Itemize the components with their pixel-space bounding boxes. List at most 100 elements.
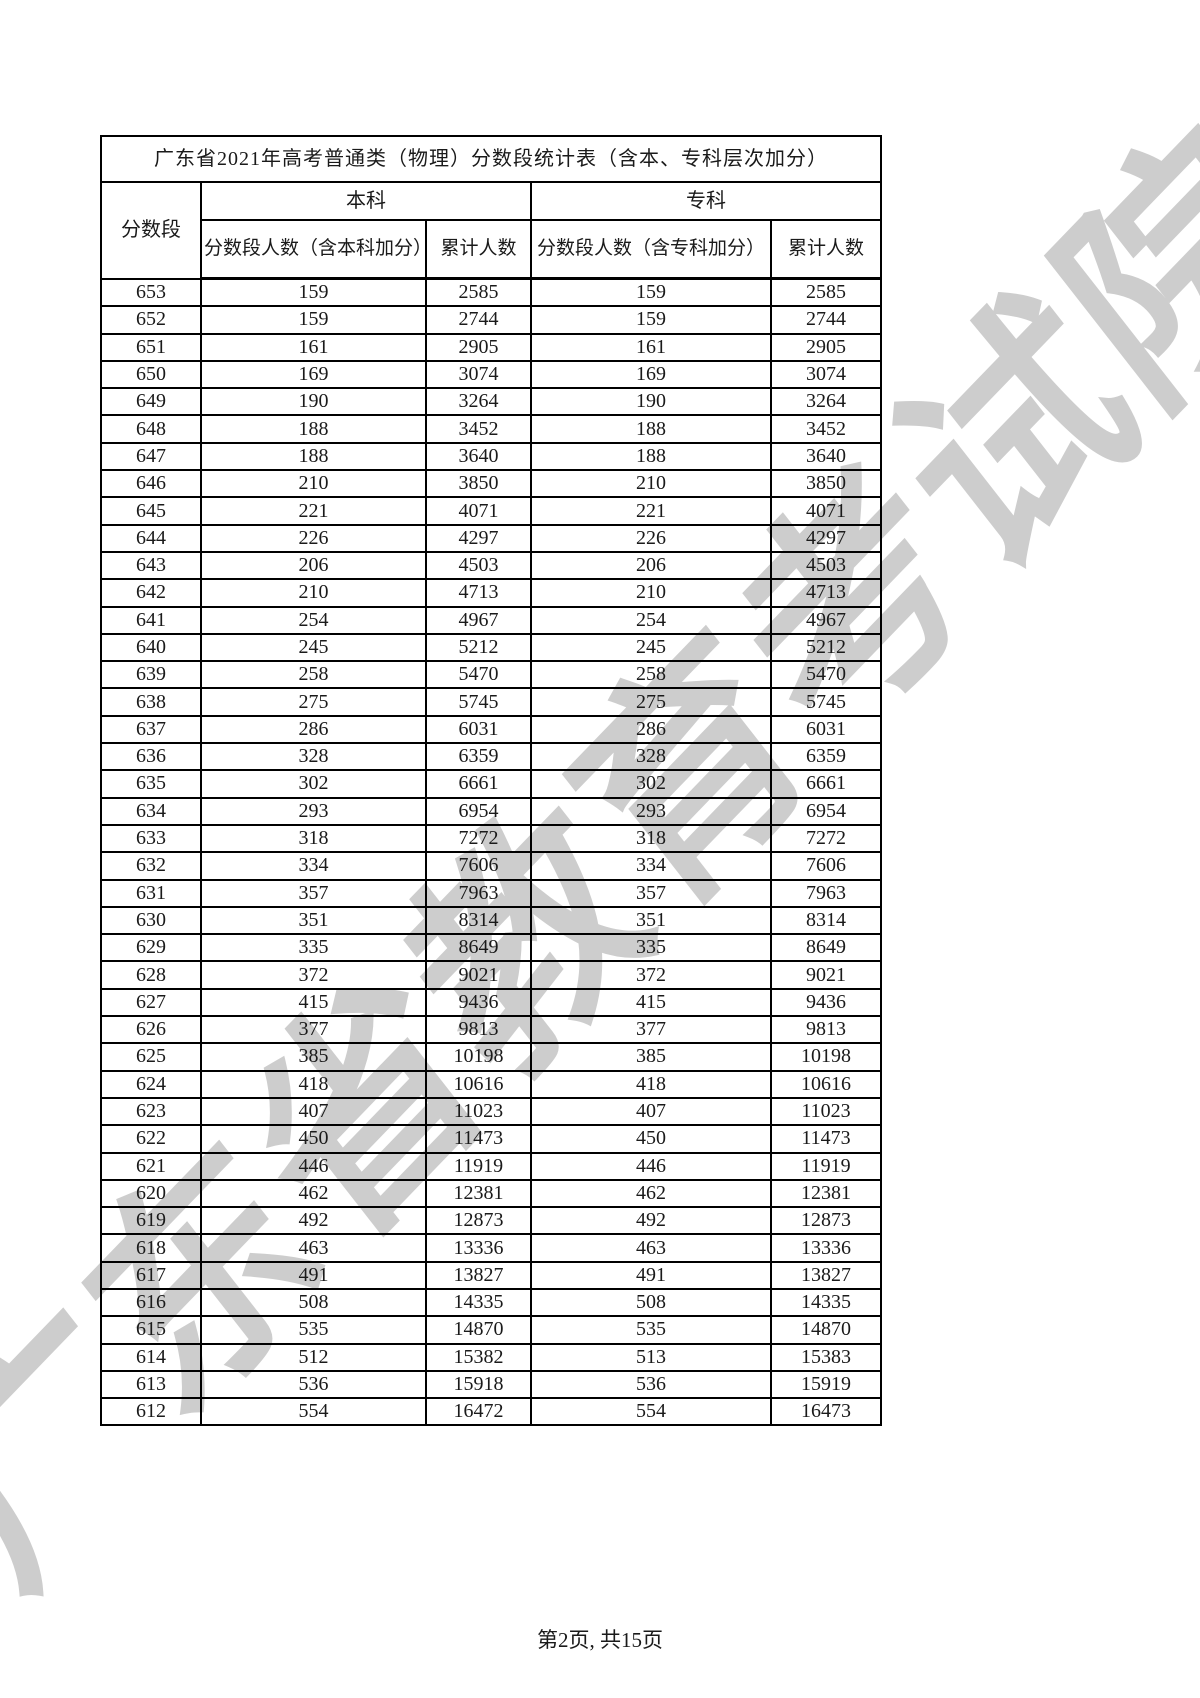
cell-benke-cumulative: 4967: [425, 605, 532, 635]
cell-benke-count: 161: [200, 332, 427, 362]
cell-zhuanke-cumulative: 12873: [770, 1206, 882, 1236]
cell-zhuanke-cumulative: 3850: [770, 469, 882, 499]
column-header-row: 分数段人数（含本科加分） 累计人数 分数段人数（含专科加分） 累计人数: [101, 219, 882, 280]
cell-zhuanke-count: 415: [530, 987, 772, 1018]
table-row: 619 492 12873 492 12873: [100, 1206, 882, 1236]
cell-benke-count: 334: [200, 851, 427, 881]
cell-benke-count: 226: [200, 523, 427, 553]
cell-benke-count: 328: [200, 742, 427, 772]
cell-zhuanke-cumulative: 3452: [770, 414, 882, 444]
table-row: 645 221 4071 221 4071: [100, 496, 882, 526]
cell-score-segment: 628: [100, 960, 202, 990]
cell-benke-cumulative: 6661: [425, 769, 532, 799]
cell-benke-count: 450: [200, 1124, 427, 1154]
cell-benke-count: 385: [200, 1042, 427, 1072]
cell-benke-count: 188: [200, 441, 427, 472]
cell-zhuanke-cumulative: 6031: [770, 714, 882, 745]
cell-score-segment: 644: [100, 523, 202, 553]
table-row: 653 159 2585 159 2585: [100, 277, 882, 308]
cell-score-segment: 647: [100, 441, 202, 472]
cell-zhuanke-count: 446: [530, 1151, 772, 1181]
table-row: 644 226 4297 226 4297: [100, 523, 882, 553]
cell-score-segment: 612: [100, 1397, 202, 1427]
cell-benke-count: 221: [200, 496, 427, 526]
cell-score-segment: 646: [100, 469, 202, 499]
cell-zhuanke-cumulative: 13827: [770, 1260, 882, 1290]
cell-zhuanke-count: 377: [530, 1015, 772, 1045]
cell-benke-cumulative: 9021: [425, 960, 532, 990]
table-row: 631 357 7963 357 7963: [100, 878, 882, 908]
cell-zhuanke-cumulative: 3640: [770, 441, 882, 472]
cell-benke-cumulative: 6954: [425, 796, 532, 826]
cell-benke-cumulative: 11473: [425, 1124, 532, 1154]
cell-zhuanke-cumulative: 10616: [770, 1069, 882, 1099]
cell-benke-count: 407: [200, 1096, 427, 1127]
cell-benke-count: 258: [200, 660, 427, 690]
cell-benke-count: 210: [200, 469, 427, 499]
header-zhuanke-count: 分数段人数（含专科加分）: [530, 219, 772, 280]
cell-benke-cumulative: 7606: [425, 851, 532, 881]
cell-zhuanke-count: 463: [530, 1233, 772, 1263]
cell-zhuanke-cumulative: 9813: [770, 1015, 882, 1045]
cell-zhuanke-count: 535: [530, 1315, 772, 1345]
cell-zhuanke-count: 188: [530, 441, 772, 472]
cell-zhuanke-cumulative: 8649: [770, 933, 882, 963]
cell-score-segment: 624: [100, 1069, 202, 1099]
table-row: 625 385 10198 385 10198: [100, 1042, 882, 1072]
cell-zhuanke-count: 450: [530, 1124, 772, 1154]
cell-zhuanke-count: 275: [530, 687, 772, 717]
cell-zhuanke-count: 302: [530, 769, 772, 799]
cell-zhuanke-cumulative: 16473: [770, 1397, 882, 1427]
cell-benke-count: 335: [200, 933, 427, 963]
table-row: 628 372 9021 372 9021: [100, 960, 882, 990]
page-footer: 第2页, 共15页: [537, 1628, 663, 1652]
cell-score-segment: 649: [100, 387, 202, 417]
cell-zhuanke-count: 188: [530, 414, 772, 444]
table-row: 614 512 15382 513 15383: [100, 1342, 882, 1372]
table-row: 641 254 4967 254 4967: [100, 605, 882, 635]
cell-zhuanke-cumulative: 6954: [770, 796, 882, 826]
cell-score-segment: 645: [100, 496, 202, 526]
table-body: 653 159 2585 159 2585 652 159 2744 159 2744 651 161…: [100, 277, 882, 1427]
cell-benke-cumulative: 4297: [425, 523, 532, 553]
cell-benke-count: 357: [200, 878, 427, 908]
cell-score-segment: 634: [100, 796, 202, 826]
cell-zhuanke-cumulative: 14870: [770, 1315, 882, 1345]
cell-benke-cumulative: 16472: [425, 1397, 532, 1427]
cell-benke-cumulative: 11023: [425, 1096, 532, 1127]
table-row: 612 554 16472 554 16473: [100, 1397, 882, 1427]
cell-zhuanke-count: 513: [530, 1342, 772, 1372]
cell-zhuanke-count: 293: [530, 796, 772, 826]
cell-zhuanke-count: 407: [530, 1096, 772, 1127]
cell-benke-cumulative: 2905: [425, 332, 532, 362]
cell-score-segment: 653: [100, 277, 202, 308]
cell-score-segment: 625: [100, 1042, 202, 1072]
cell-zhuanke-count: 159: [530, 305, 772, 335]
cell-benke-count: 245: [200, 632, 427, 663]
cell-benke-cumulative: 10616: [425, 1069, 532, 1099]
cell-score-segment: 619: [100, 1206, 202, 1236]
cell-score-segment: 621: [100, 1151, 202, 1181]
cell-benke-count: 169: [200, 359, 427, 390]
score-table: 广东省2021年高考普通类（物理）分数段统计表（含本、专科层次加分） 分数段 本…: [100, 135, 882, 1427]
table-row: 623 407 11023 407 11023: [100, 1096, 882, 1127]
cell-score-segment: 637: [100, 714, 202, 745]
cell-benke-count: 286: [200, 714, 427, 745]
header-zhuanke-group: 专科: [530, 181, 882, 221]
table-row: 630 351 8314 351 8314: [100, 905, 882, 936]
header-benke-cumulative: 累计人数: [425, 219, 532, 280]
cell-zhuanke-count: 536: [530, 1369, 772, 1400]
cell-zhuanke-count: 385: [530, 1042, 772, 1072]
table-row: 637 286 6031 286 6031: [100, 714, 882, 745]
cell-score-segment: 639: [100, 660, 202, 690]
cell-score-segment: 633: [100, 823, 202, 854]
cell-benke-cumulative: 3074: [425, 359, 532, 390]
table-row: 626 377 9813 377 9813: [100, 1015, 882, 1045]
cell-score-segment: 648: [100, 414, 202, 444]
cell-zhuanke-cumulative: 4071: [770, 496, 882, 526]
cell-zhuanke-count: 159: [530, 277, 772, 308]
cell-benke-count: 190: [200, 387, 427, 417]
cell-score-segment: 641: [100, 605, 202, 635]
cell-zhuanke-cumulative: 4967: [770, 605, 882, 635]
cell-zhuanke-count: 372: [530, 960, 772, 990]
